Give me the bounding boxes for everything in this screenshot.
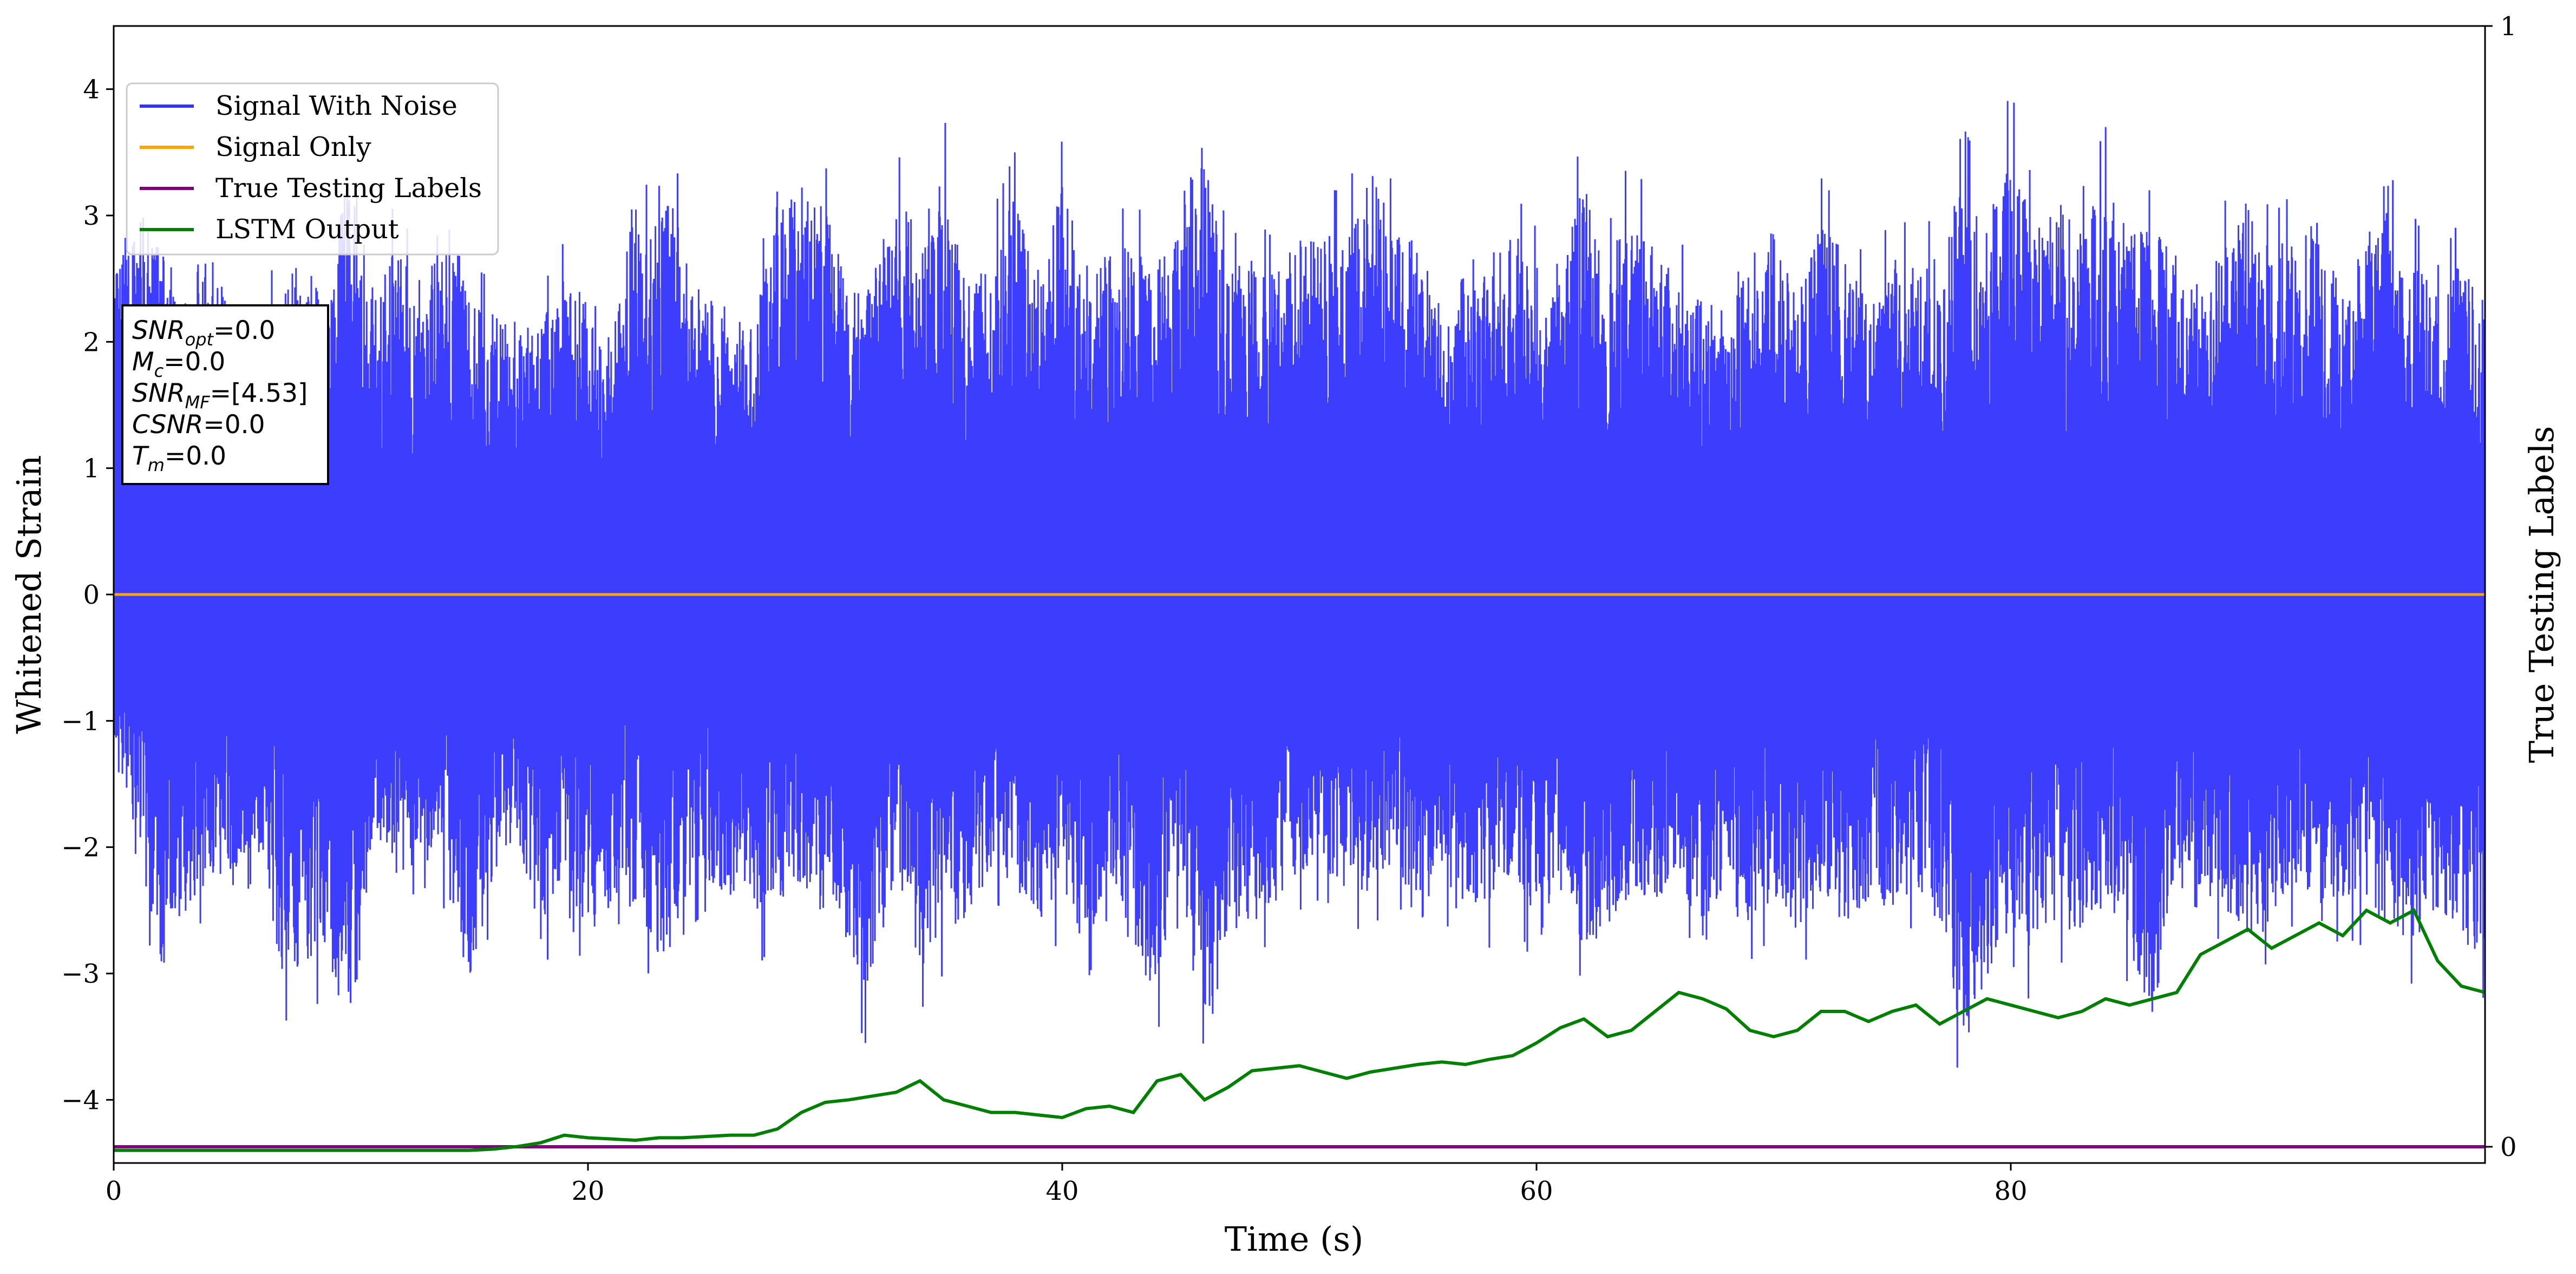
annotation-box: SNRopt=0.0Mc=0.0SNRMF=[4.53]CSNR=0.0Tm=0…: [121, 304, 329, 485]
x-tick-label: 20: [571, 1176, 604, 1206]
y-tick-label: 1: [83, 454, 100, 484]
legend: Signal With Noise Signal Only True Testing…: [126, 82, 499, 256]
annotation-line: CSNR=0.0: [132, 410, 265, 440]
annotation-line: SNRMF=[4.53]: [132, 378, 308, 413]
annotation-line: Mc=0.0: [132, 347, 225, 381]
y-axis: −4 −3 −2 −1 0 1 2 3 4: [61, 75, 114, 1115]
annotation-line: SNRopt=0.0: [132, 316, 275, 350]
x-tick-label: 60: [1520, 1176, 1553, 1206]
y2-tick-label: 0: [2500, 1132, 2517, 1162]
legend-label: LSTM Output: [215, 214, 399, 245]
annotation-frame: [121, 304, 329, 485]
legend-box: [126, 82, 499, 256]
x-tick-label: 0: [106, 1176, 122, 1206]
x-axis-label: Time (s): [1225, 1219, 1364, 1259]
x-tick-label: 80: [1994, 1176, 2027, 1206]
y-tick-label: 2: [83, 327, 100, 357]
x-tick-label: 40: [1045, 1176, 1078, 1206]
y-tick-label: 4: [83, 75, 100, 105]
y-tick-label: 0: [83, 580, 100, 610]
y2-axis: 01: [2485, 11, 2517, 1162]
legend-label: True Testing Labels: [215, 173, 482, 204]
y2-tick-label: 1: [2500, 11, 2517, 42]
y-axis-label: Whitened Strain: [9, 455, 49, 734]
y-tick-label: −2: [61, 833, 100, 863]
series-lstm-output: [114, 908, 2485, 1152]
series-signal-with-noise: [114, 101, 2485, 1068]
annotation-line: Tm=0.0: [132, 441, 226, 475]
y2-axis-label: True Testing Labels: [2522, 426, 2561, 763]
plot-area: [114, 101, 2485, 1152]
x-axis: 0 20 40 60 80: [106, 1163, 2028, 1206]
series-layer: [114, 101, 2485, 1152]
y-tick-label: −1: [61, 706, 100, 736]
legend-label: Signal With Noise: [215, 90, 457, 121]
legend-label: Signal Only: [215, 132, 371, 162]
y-tick-label: −4: [61, 1085, 100, 1115]
y-tick-label: 3: [83, 201, 100, 231]
y-tick-label: −3: [61, 959, 100, 989]
